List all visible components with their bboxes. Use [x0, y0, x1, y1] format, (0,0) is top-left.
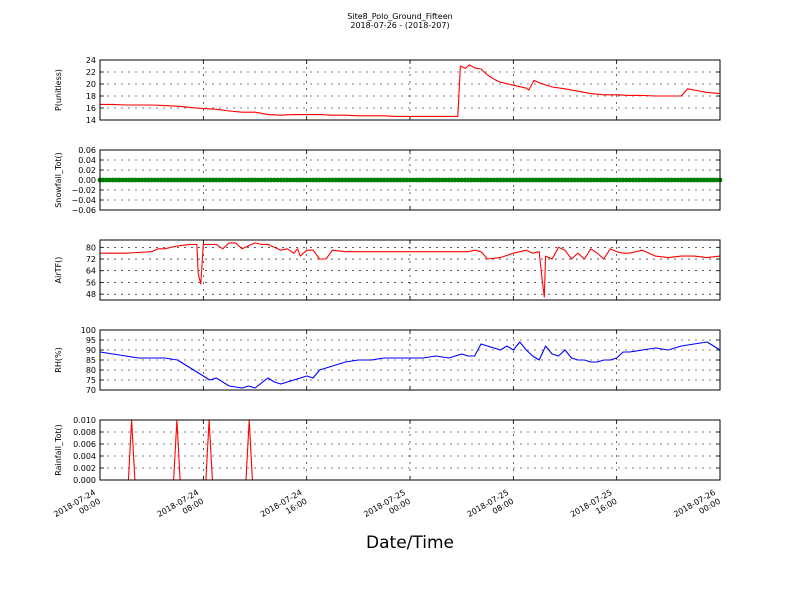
y-axis-label: Rainfall_Tot() [54, 424, 63, 476]
y-tick-label: 0.008 [73, 428, 96, 437]
plot-frame [99, 149, 721, 211]
y-tick-label: 56 [86, 278, 96, 287]
x-tick-label: 2018-07-2408:00 [156, 488, 206, 528]
plot-frame [99, 419, 721, 481]
y-tick-label: 0.006 [73, 440, 96, 449]
y-axis-label: AirTF() [54, 257, 63, 284]
y-axis-label: RH(%) [54, 347, 63, 372]
series-line [100, 64, 721, 117]
x-tick-label: 2018-07-2516:00 [569, 488, 619, 528]
y-axis-label: Snowfall_Tot() [54, 152, 63, 208]
y-tick-label: 75 [86, 376, 96, 385]
y-tick-label: 85 [86, 356, 96, 365]
y-tick-label: 0.06 [78, 146, 96, 155]
y-tick-label: 80 [86, 243, 96, 252]
y-tick-label: 18 [86, 92, 96, 101]
x-tick-label: 2018-07-2508:00 [466, 488, 516, 528]
y-tick-label: 64 [86, 267, 96, 276]
y-tick-label: 95 [86, 336, 96, 345]
y-tick-label: 0.000 [73, 476, 96, 485]
x-tick-label: 2018-07-2416:00 [259, 488, 309, 528]
y-tick-label: 14 [86, 116, 96, 125]
plot-frame [99, 239, 721, 301]
plot-frame [99, 59, 721, 121]
y-tick-label: −0.06 [71, 206, 96, 215]
y-tick-label: 16 [86, 104, 96, 113]
y-tick-label: 100 [81, 326, 96, 335]
y-tick-label: 24 [86, 56, 96, 65]
y-tick-label: 0.02 [78, 166, 96, 175]
y-tick-label: 0.004 [73, 452, 96, 461]
y-tick-label: 0.002 [73, 464, 96, 473]
y-tick-label: 22 [86, 68, 96, 77]
series-line [100, 242, 721, 298]
y-tick-label: 80 [86, 366, 96, 375]
x-tick-label: 2018-07-2400:00 [52, 488, 102, 528]
y-tick-label: 20 [86, 80, 96, 89]
y-tick-label: 70 [86, 386, 96, 395]
series-line [99, 341, 721, 389]
x-tick-label: 2018-07-2500:00 [362, 488, 412, 528]
chart-title: Site8_Polo_Ground_Fifteen [347, 12, 453, 21]
y-tick-label: −0.04 [71, 196, 96, 205]
x-tick-label: 2018-07-2600:00 [672, 488, 722, 528]
y-tick-label: 0.00 [78, 176, 96, 185]
y-tick-label: −0.02 [71, 186, 96, 195]
y-tick-label: 0.010 [73, 416, 96, 425]
y-tick-label: 72 [86, 255, 96, 264]
y-tick-label: 90 [86, 346, 96, 355]
y-tick-label: 0.04 [78, 156, 96, 165]
chart-subtitle: 2018-07-26 - (2018-207) [350, 21, 450, 30]
y-tick-label: 48 [86, 290, 96, 299]
plot-frame [99, 329, 721, 391]
y-axis-label: P(unitless) [54, 69, 63, 111]
x-axis-label: Date/Time [366, 533, 454, 553]
